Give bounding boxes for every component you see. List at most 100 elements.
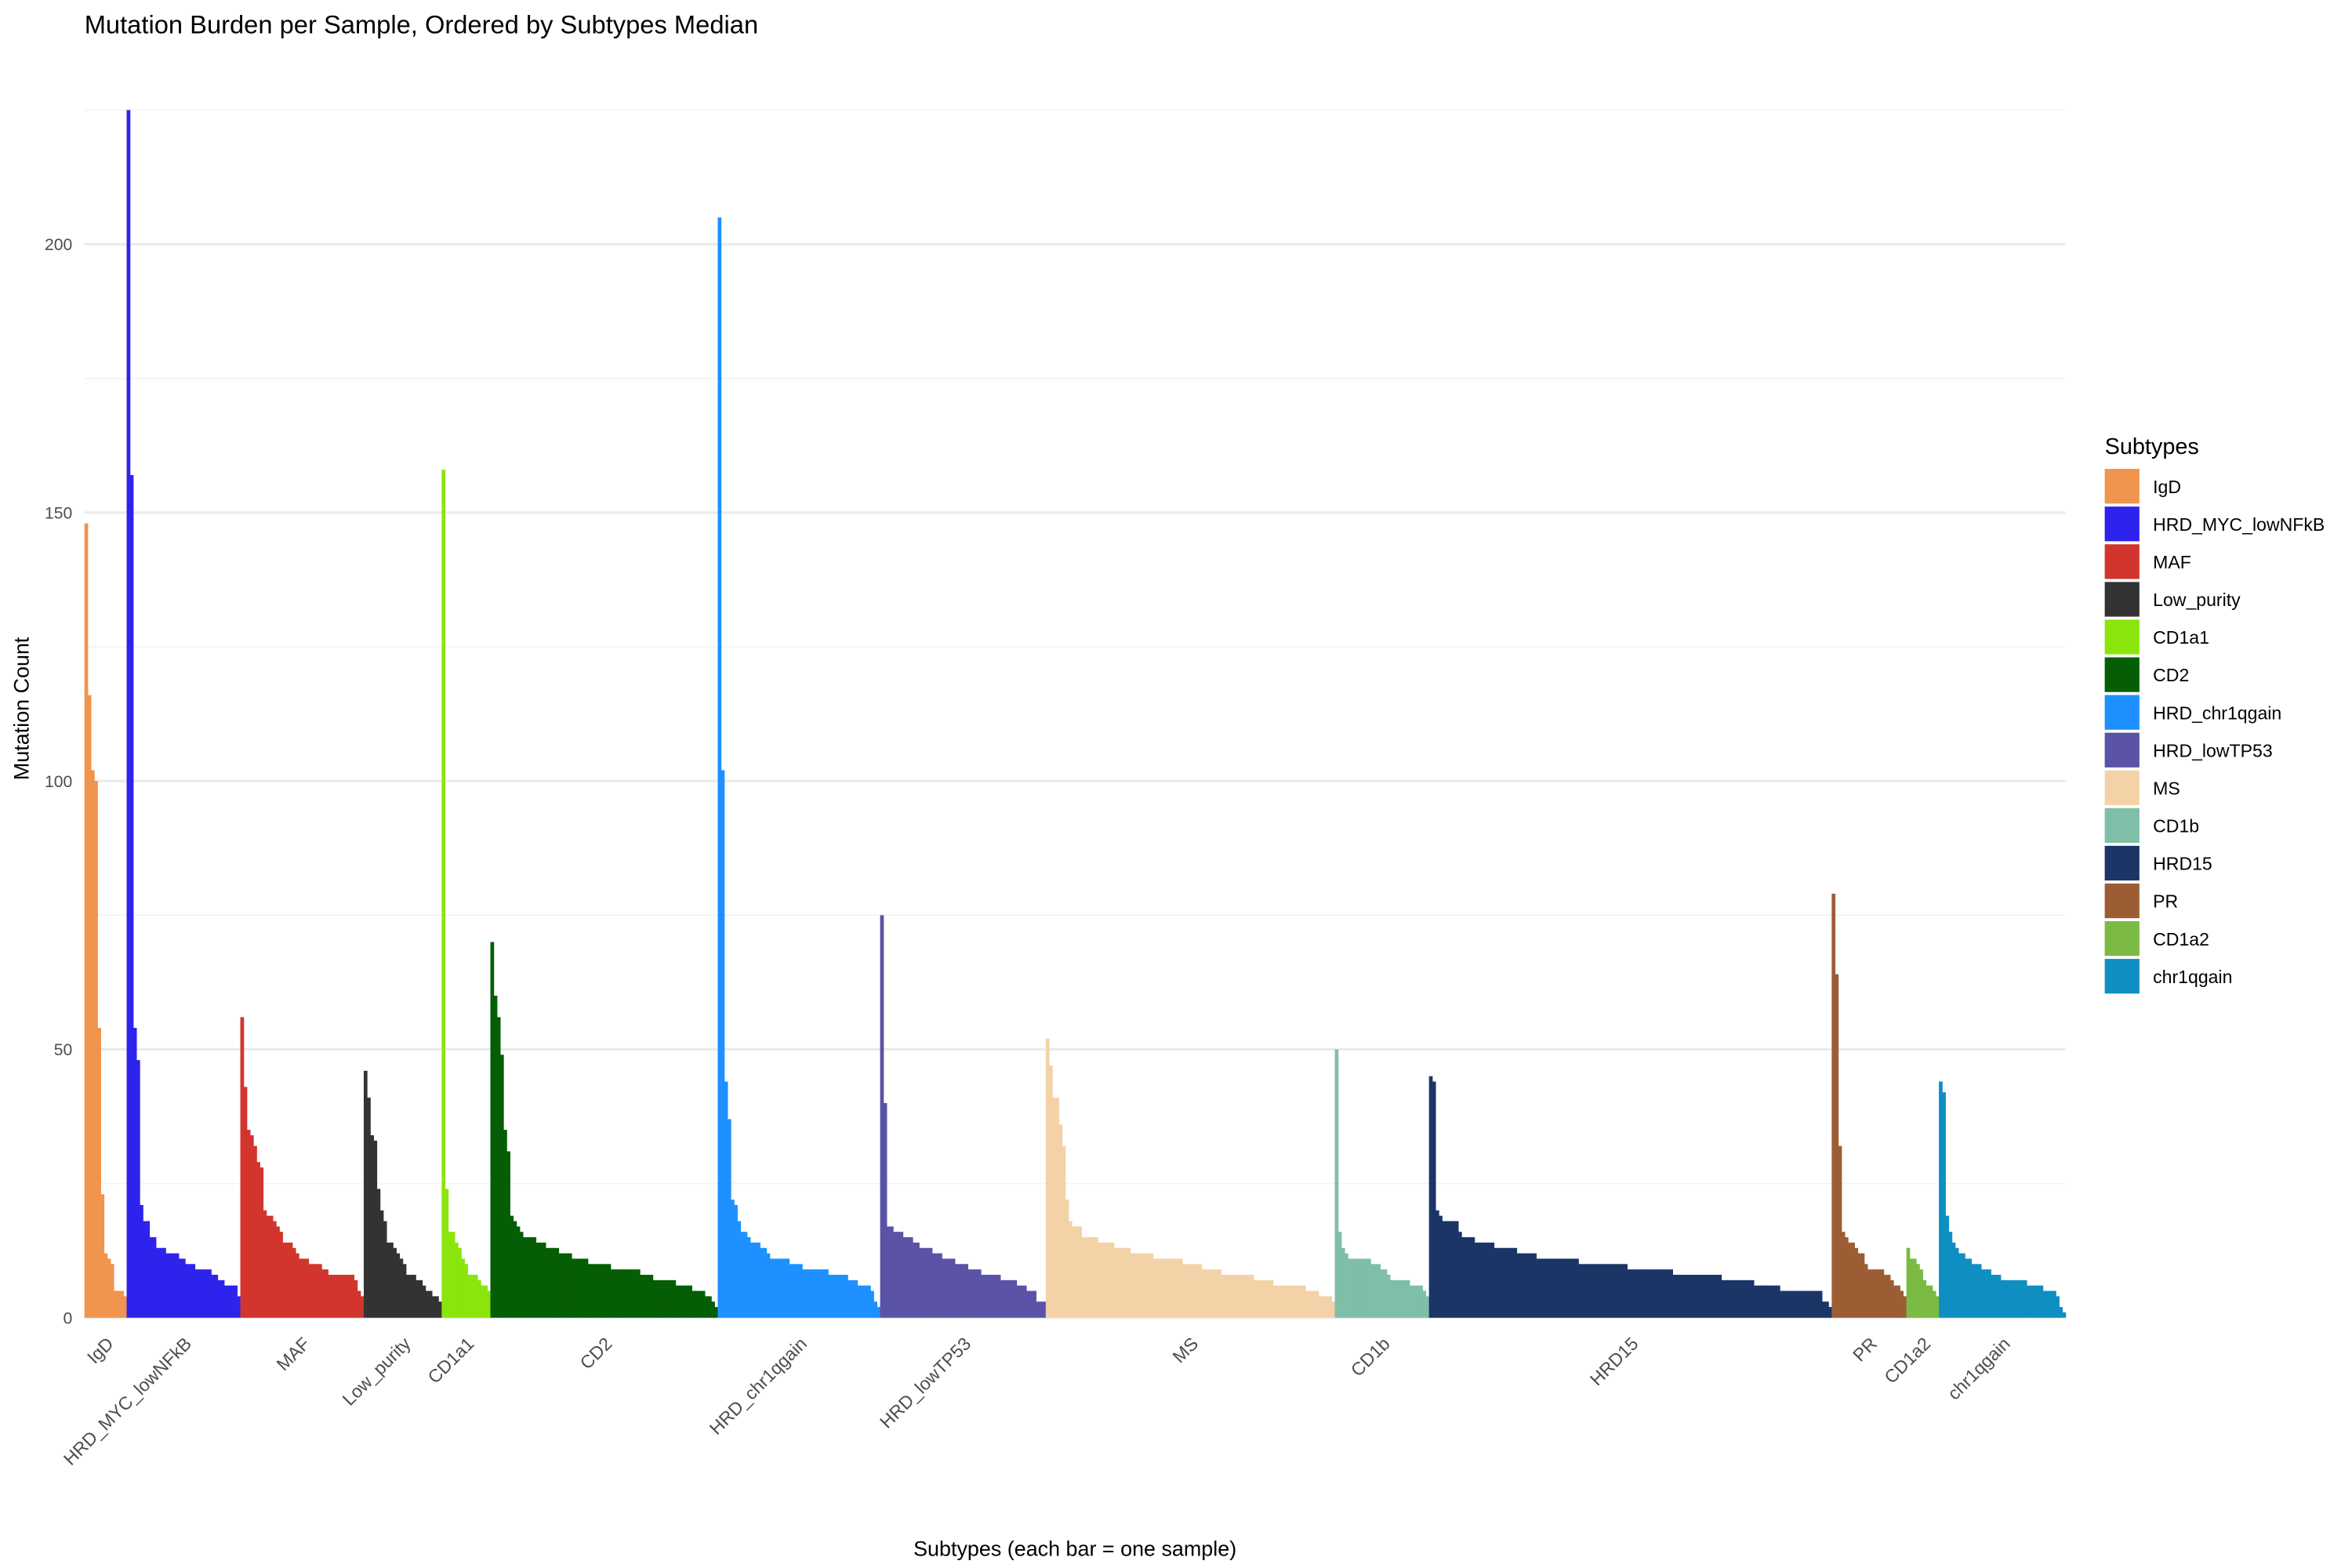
bar-HRD15: [1627, 1269, 1632, 1318]
bar-MAF: [272, 1221, 277, 1318]
bar-CD2: [652, 1279, 657, 1318]
bar-CD2: [675, 1285, 680, 1318]
bar-CD2: [587, 1264, 592, 1318]
bar-MAF: [318, 1264, 322, 1318]
bar-HRD15: [1584, 1264, 1589, 1318]
bar-HRD_chr1qgain: [863, 1285, 868, 1318]
bar-MS: [1211, 1269, 1215, 1318]
bar-HRD_chr1qgain: [877, 1307, 881, 1318]
bar-CD2: [701, 1290, 706, 1318]
bar-MS: [1331, 1301, 1336, 1318]
bar-HRD_MYC_lowNFkB: [185, 1264, 189, 1318]
bar-CD1b: [1396, 1279, 1400, 1318]
bar-HRD15: [1792, 1290, 1797, 1318]
bar-HRD_MYC_lowNFkB: [230, 1285, 234, 1318]
bar-MS: [1152, 1258, 1157, 1318]
bar-HRD_chr1qgain: [825, 1269, 829, 1318]
bar-CD1a2: [1909, 1258, 1914, 1318]
bar-HRD15: [1662, 1269, 1667, 1318]
bar-HRD_MYC_lowNFkB: [178, 1258, 183, 1318]
bar-MS: [1123, 1247, 1128, 1318]
bar-HRD_lowTP53: [954, 1264, 959, 1318]
bar-HRD_lowTP53: [916, 1242, 920, 1318]
bar-CD2: [678, 1285, 683, 1318]
bar-HRD_chr1qgain: [811, 1269, 816, 1318]
bar-MS: [1163, 1258, 1167, 1318]
bar-MS: [1207, 1269, 1212, 1318]
bar-HRD_lowTP53: [1022, 1285, 1027, 1318]
bar-chr1qgain: [2030, 1285, 2034, 1318]
bar-CD1b: [1422, 1290, 1427, 1318]
bar-Low_purity: [363, 1070, 368, 1318]
bar-MS: [1146, 1253, 1151, 1318]
bar-HRD_lowTP53: [1026, 1290, 1030, 1318]
bar-MAF: [334, 1275, 339, 1318]
bar-HRD15: [1757, 1285, 1761, 1318]
bar-HRD15: [1480, 1242, 1485, 1318]
bar-chr1qgain: [1945, 1215, 1950, 1318]
bar-CD2: [496, 1017, 501, 1318]
bar-HRD15: [1630, 1269, 1635, 1318]
bar-HRD_MYC_lowNFkB: [169, 1253, 173, 1318]
bar-HRD15: [1530, 1253, 1534, 1318]
bar-HRD15: [1513, 1247, 1518, 1318]
bar-CD1b: [1338, 1232, 1342, 1318]
bar-MS: [1113, 1247, 1118, 1318]
bar-HRD_chr1qgain: [822, 1269, 826, 1318]
bar-HRD_lowTP53: [977, 1269, 982, 1318]
bar-MS: [1283, 1285, 1287, 1318]
bar-MS: [1181, 1264, 1186, 1318]
bar-HRD15: [1461, 1237, 1465, 1318]
bar-PR: [1844, 1237, 1849, 1318]
bar-MS: [1078, 1226, 1083, 1318]
bar-HRD15: [1718, 1275, 1722, 1318]
bar-MS: [1266, 1279, 1271, 1318]
bar-MS: [1295, 1285, 1300, 1318]
bar-HRD15: [1484, 1242, 1488, 1318]
legend-swatch: [2104, 845, 2140, 881]
legend-swatch: [2104, 506, 2140, 542]
bar-HRD15: [1497, 1247, 1501, 1318]
bar-CD1a2: [1919, 1269, 1923, 1318]
bar-PR: [1903, 1296, 1907, 1318]
bar-MS: [1166, 1258, 1170, 1318]
bar-PR: [1864, 1264, 1868, 1318]
bar-HRD15: [1776, 1285, 1780, 1318]
bar-CD2: [561, 1253, 566, 1318]
bar-MAF: [289, 1242, 293, 1318]
bar-CD2: [613, 1269, 618, 1318]
bar-HRD_chr1qgain: [860, 1285, 865, 1318]
bar-MS: [1279, 1285, 1283, 1318]
bar-chr1qgain: [2010, 1279, 2014, 1318]
bar-CD2: [672, 1279, 677, 1318]
bar-CD1a1: [464, 1264, 469, 1318]
bar-CD1a1: [484, 1285, 488, 1318]
bar-Low_purity: [438, 1301, 442, 1318]
bar-HRD15: [1445, 1221, 1450, 1318]
bar-CD2: [597, 1264, 601, 1318]
bar-CD2: [584, 1258, 589, 1318]
bar-CD1b: [1409, 1285, 1414, 1318]
bar-CD1a1: [467, 1275, 472, 1318]
bar-HRD_lowTP53: [925, 1247, 930, 1318]
bar-PR: [1880, 1269, 1885, 1318]
bar-MS: [1204, 1269, 1209, 1318]
bar-PR: [1889, 1279, 1894, 1318]
bar-HRD_chr1qgain: [873, 1301, 878, 1318]
bar-HRD15: [1806, 1290, 1809, 1318]
bar-Low_purity: [393, 1247, 397, 1318]
bar-CD2: [711, 1301, 715, 1318]
bar-HRD_chr1qgain: [828, 1275, 833, 1318]
bar-HRD_MYC_lowNFkB: [165, 1253, 169, 1318]
bar-HRD15: [1559, 1258, 1563, 1318]
bar-HRD_lowTP53: [974, 1269, 978, 1318]
bar-CD2: [601, 1264, 605, 1318]
bar-MAF: [249, 1135, 254, 1318]
bar-MS: [1240, 1275, 1245, 1318]
bar-Low_purity: [428, 1290, 433, 1318]
bar-MS: [1269, 1279, 1274, 1318]
bar-MS: [1156, 1258, 1160, 1318]
bar-HRD_lowTP53: [906, 1237, 910, 1318]
bar-MS: [1136, 1253, 1141, 1318]
bar-CD2: [578, 1258, 583, 1318]
